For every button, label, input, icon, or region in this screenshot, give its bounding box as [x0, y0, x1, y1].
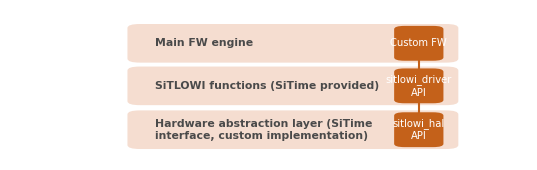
FancyBboxPatch shape [127, 110, 459, 149]
FancyBboxPatch shape [127, 24, 459, 63]
Text: Main FW engine: Main FW engine [155, 38, 252, 48]
Text: Custom FW: Custom FW [390, 38, 447, 48]
FancyBboxPatch shape [394, 112, 444, 147]
Text: sitlowi_driver
API: sitlowi_driver API [386, 74, 452, 98]
Text: Hardware abstraction layer (SiTime
interface, custom implementation): Hardware abstraction layer (SiTime inter… [155, 118, 372, 141]
Text: SiTLOWI functions (SiTime provided): SiTLOWI functions (SiTime provided) [155, 81, 379, 91]
Text: sitlowi_hal
API: sitlowi_hal API [393, 118, 445, 141]
FancyBboxPatch shape [394, 26, 444, 61]
FancyBboxPatch shape [127, 66, 459, 105]
FancyBboxPatch shape [394, 69, 444, 103]
